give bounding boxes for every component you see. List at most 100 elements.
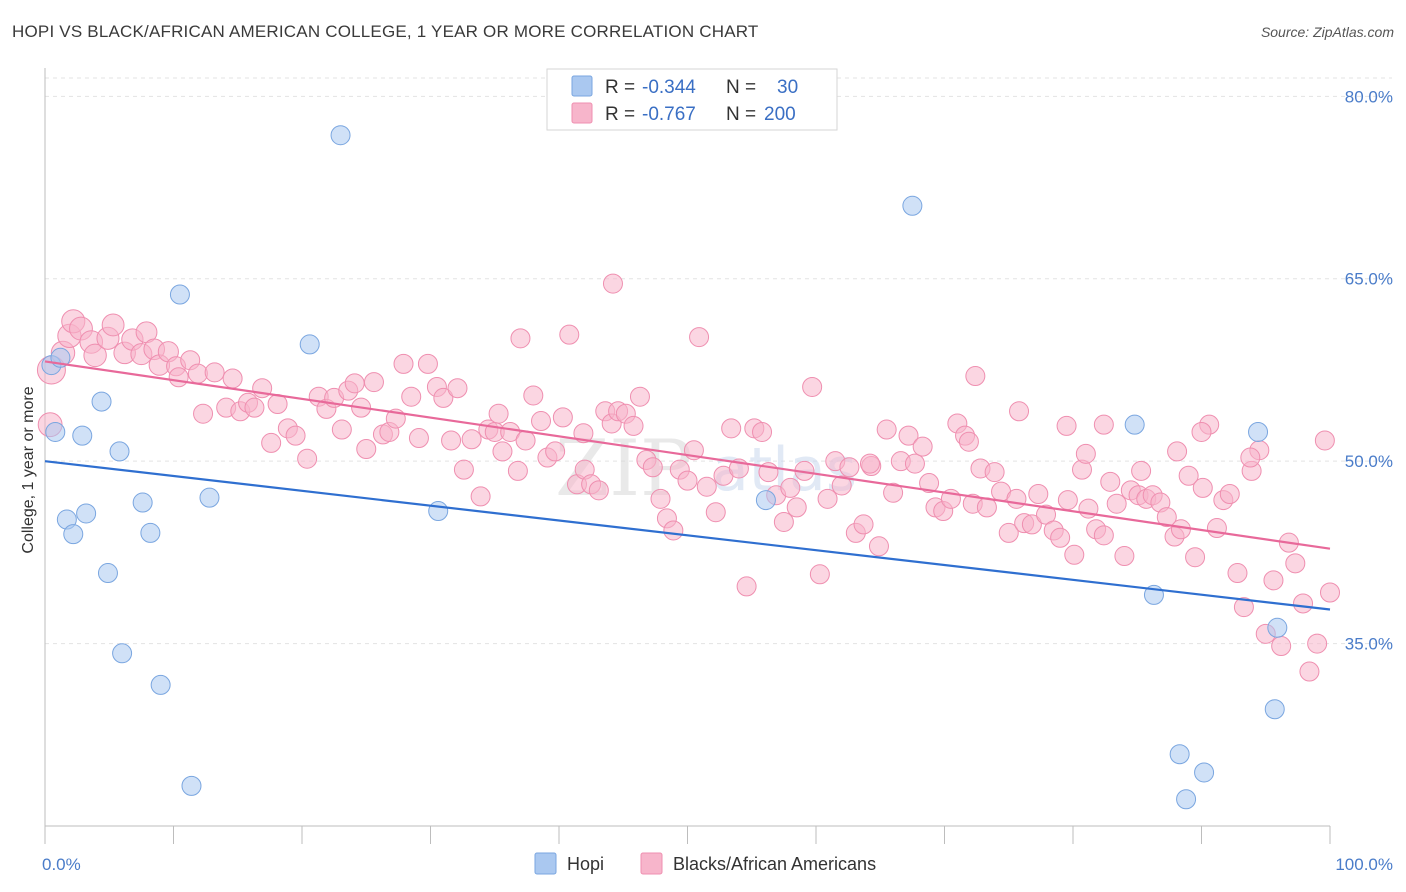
- legend-box: [546, 68, 838, 131]
- black-point: [1075, 443, 1096, 464]
- y-tick-label: 50.0%: [1345, 452, 1393, 471]
- x-tick-label: 100.0%: [1335, 855, 1393, 874]
- legend-swatch-hopi: [571, 75, 593, 97]
- bottom-legend-hopi: Hopi: [567, 854, 604, 874]
- black-point: [1192, 477, 1213, 498]
- black-point: [831, 475, 852, 496]
- legend-n-value: 30: [777, 77, 798, 98]
- black-point: [1185, 547, 1206, 568]
- black-point: [500, 421, 521, 442]
- black-point: [677, 470, 698, 491]
- black-point: [696, 476, 717, 497]
- hopi-point: [1194, 762, 1215, 783]
- black-point: [1307, 633, 1328, 654]
- series-legend: Hopi Blacks/African Americans: [534, 852, 876, 875]
- black-point: [1057, 490, 1078, 511]
- hopi-point: [330, 125, 351, 146]
- hopi-trend-line: [44, 460, 1331, 611]
- black-point: [1009, 401, 1030, 422]
- legend-r-value: -0.344: [642, 77, 696, 98]
- black-point: [244, 397, 265, 418]
- correlation-legend: R = -0.344 N = 30 R = -0.767 N = 200: [546, 68, 838, 131]
- black-point: [773, 511, 794, 532]
- black-point: [1233, 597, 1254, 618]
- black-point: [356, 439, 377, 459]
- hopi-point: [199, 487, 220, 508]
- black-point: [876, 419, 897, 440]
- black-point: [1064, 544, 1085, 565]
- black-point: [552, 407, 573, 428]
- black-point: [363, 372, 384, 393]
- black-point: [297, 448, 318, 469]
- black-point: [809, 564, 830, 585]
- black-point: [507, 460, 528, 481]
- black-point: [1299, 661, 1320, 682]
- black-point: [588, 480, 609, 501]
- legend-n-label: N =: [726, 77, 756, 98]
- black-point: [1050, 527, 1071, 548]
- black-point: [1320, 582, 1340, 603]
- hopi-point: [1264, 699, 1285, 720]
- black-point: [1156, 507, 1177, 528]
- y-tick-label: 80.0%: [1345, 87, 1393, 106]
- black-point: [912, 436, 933, 457]
- black-point: [441, 430, 462, 451]
- black-point: [193, 403, 214, 424]
- black-point: [721, 418, 742, 439]
- black-point: [1093, 525, 1114, 546]
- hopi-point: [1267, 617, 1288, 638]
- black-point: [559, 324, 580, 345]
- legend-swatch-black: [571, 102, 593, 124]
- black-point: [998, 522, 1019, 543]
- hopi-point: [150, 674, 171, 695]
- y-tick-labels: 35.0% 50.0% 65.0% 80.0%: [1345, 87, 1393, 653]
- bottom-legend-swatch-hopi: [534, 852, 557, 875]
- black-point: [898, 425, 919, 446]
- black-point: [780, 477, 801, 498]
- black-point: [1219, 483, 1240, 504]
- black-point: [573, 423, 594, 444]
- black-point: [433, 387, 454, 408]
- legend-r-label: R =: [605, 104, 635, 125]
- black-point: [204, 362, 225, 383]
- hopi-point: [97, 563, 118, 584]
- black-point: [904, 453, 925, 474]
- legend-n-value: 200: [764, 104, 796, 125]
- black-point: [1131, 460, 1152, 481]
- hopi-point: [72, 425, 93, 446]
- hopi-point: [299, 334, 320, 355]
- hopi-point: [140, 522, 161, 543]
- black-point: [965, 366, 986, 387]
- black-point: [642, 457, 663, 478]
- black-point: [1021, 514, 1042, 535]
- black-point: [492, 441, 513, 462]
- legend-r-value: -0.767: [642, 104, 696, 125]
- legend-r-label: R =: [605, 77, 635, 98]
- hopi-point: [132, 492, 153, 513]
- black-point: [853, 514, 874, 535]
- black-point: [736, 576, 757, 597]
- black-point: [187, 363, 208, 384]
- source-label: Source: ZipAtlas.com: [1260, 24, 1394, 40]
- y-axis-title: College, 1 year or more: [20, 386, 37, 553]
- black-point: [393, 353, 414, 374]
- black-point: [545, 441, 566, 462]
- black-point: [83, 343, 107, 368]
- black-point: [531, 411, 552, 432]
- axes: [44, 68, 1331, 844]
- black-point: [623, 415, 644, 436]
- x-tick-label: 0.0%: [42, 855, 81, 874]
- black-point: [1206, 518, 1227, 539]
- black-point: [786, 497, 807, 518]
- black-point: [1106, 493, 1127, 514]
- black-point: [523, 385, 544, 406]
- hopi-point: [63, 524, 84, 545]
- hopi-point: [45, 421, 66, 442]
- black-point: [417, 353, 438, 374]
- black-point: [629, 386, 650, 407]
- hopi-point: [902, 195, 923, 216]
- black-point: [401, 386, 422, 407]
- bottom-legend-swatch-black: [640, 852, 663, 875]
- black-point: [1191, 421, 1212, 442]
